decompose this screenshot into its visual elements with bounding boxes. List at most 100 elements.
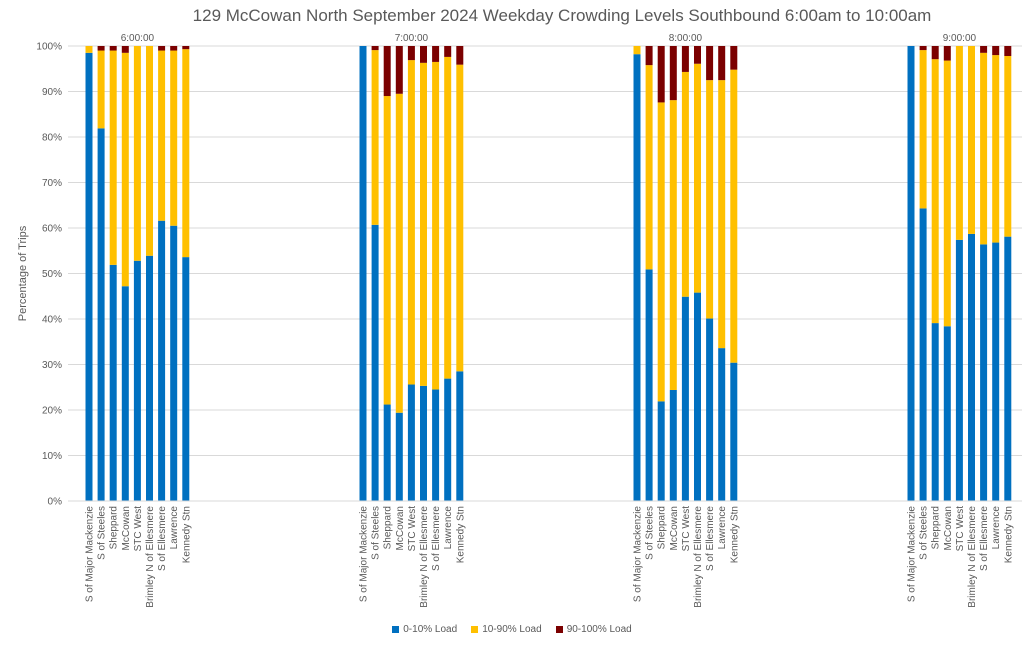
x-tick-label: S of Ellesmere [979,506,990,571]
bar-segment [718,348,726,501]
legend: 0-10% Load 10-90% Load 90-100% Load [0,624,1024,635]
x-tick-label: Kennedy Stn [181,506,192,563]
bar-segment [980,52,988,245]
bar-segment [133,260,141,501]
bar-segment [669,389,677,501]
y-tick-label: 90% [42,87,62,98]
chart-title: 129 McCowan North September 2024 Weekday… [192,6,932,25]
bar-segment [706,46,714,81]
x-group-label: 9:00:00 [943,33,977,44]
bar-segment [943,46,951,61]
bar-segment [992,242,1000,501]
bar-segment [444,378,452,501]
x-tick-label: S of Major Mackenzie [633,506,644,603]
bar-segment [955,239,963,501]
x-tick-label: Kennedy Stn [455,506,466,563]
x-tick-label: Brimley N of Ellesmere [419,506,430,608]
bar-segment [85,52,93,501]
bar-segment [109,46,117,51]
bar-segment [907,46,915,501]
bar-segment [85,46,93,53]
bar-segment [669,46,677,101]
bar-segment [371,224,379,501]
bar-segment [432,61,440,390]
bar-segment [681,296,689,501]
bar-segment [681,46,689,72]
legend-item-high: 90-100% Load [555,624,632,635]
bar-segment [657,102,665,402]
x-tick-label: S of Major Mackenzie [85,506,96,603]
x-tick-label: Lawrence [717,506,728,550]
bar-segment [97,50,105,129]
y-tick-label: 40% [42,315,62,326]
bar-segment [383,96,391,405]
bar-segment [407,46,415,61]
legend-label-high: 90-100% Load [566,624,632,635]
bar-segment [919,46,927,51]
y-tick-label: 10% [42,451,62,462]
bar-segment [109,50,117,265]
bar-segment [182,49,190,258]
bar-segment [645,46,653,66]
bar-segment [1004,56,1012,237]
bar-segment [931,323,939,501]
bar-segment [980,244,988,501]
x-tick-label: S of Steeles [919,506,930,560]
bar-segment [420,62,427,386]
legend-item-mid: 10-90% Load [471,624,542,635]
x-tick-label: STC West [407,506,418,552]
bar-segment [371,50,379,225]
bar-segment [968,233,975,502]
bar-segment [407,60,415,385]
x-tick-label: Lawrence [991,506,1002,550]
x-tick-label: S of Steeles [371,506,382,560]
bar-segment [943,326,951,501]
bar-segment [456,64,464,372]
x-tick-label: Sheppard [931,506,942,549]
x-group-label: 7:00:00 [395,33,429,44]
x-tick-label: Brimley N of Ellesmere [145,506,156,608]
legend-swatch-high [555,626,563,633]
bar-segment [420,385,427,501]
x-tick-label: Brimley N of Ellesmere [693,506,704,608]
bar-segment [97,46,105,51]
x-tick-label: Lawrence [169,506,180,550]
bar-segment [919,50,927,209]
bar-segment [718,46,726,81]
bar-segment [158,50,166,221]
x-tick-label: S of Ellesmere [705,506,716,571]
bar-segment [694,292,701,501]
y-tick-label: 100% [36,42,62,53]
bar-segment [407,384,415,501]
bar-segment [146,255,153,501]
bar-segment [359,46,367,501]
x-tick-label: Lawrence [443,506,454,550]
bar-segment [718,80,726,349]
y-tick-label: 0% [48,497,63,508]
bar-segment [97,128,105,502]
bar-segment [1004,46,1012,57]
bar-segment [706,80,714,319]
legend-swatch-low [392,626,400,633]
bar-segment [158,46,166,51]
bar-segment [931,59,939,324]
bar-segment [633,54,641,501]
bar-segment [694,46,701,64]
x-tick-label: S of Ellesmere [431,506,442,571]
bar-segment [980,46,988,53]
x-tick-label: S of Steeles [97,506,108,560]
bar-segment [645,269,653,501]
bar-segment [371,46,379,51]
legend-item-low: 0-10% Load [392,624,457,635]
legend-swatch-mid [471,626,479,633]
bar-segment [657,401,665,501]
bar-segment [158,220,166,501]
bar-segment [645,65,653,270]
bar-segment [170,46,178,51]
bar-segment [395,93,403,413]
bar-segment [444,56,452,379]
x-tick-label: S of Ellesmere [157,506,168,571]
bar-segment [383,46,391,97]
x-tick-label: S of Major Mackenzie [359,506,370,603]
